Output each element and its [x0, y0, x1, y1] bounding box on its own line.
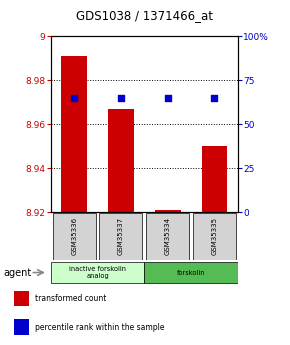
Bar: [155, 210, 180, 212]
Point: [119, 95, 123, 101]
Text: GSM35336: GSM35336: [71, 217, 77, 255]
Text: GDS1038 / 1371466_at: GDS1038 / 1371466_at: [77, 9, 213, 22]
Text: GSM35334: GSM35334: [165, 217, 171, 255]
Bar: [14, 291, 29, 306]
Text: transformed count: transformed count: [35, 294, 106, 303]
Bar: [61, 56, 87, 212]
Text: inactive forskolin
analog: inactive forskolin analog: [69, 266, 126, 279]
Point: [212, 95, 217, 101]
Bar: [202, 146, 227, 212]
Point: [165, 95, 170, 101]
Bar: [14, 319, 29, 335]
Text: percentile rank within the sample: percentile rank within the sample: [35, 323, 164, 332]
Text: agent: agent: [3, 268, 31, 277]
Text: forskolin: forskolin: [177, 269, 205, 276]
Bar: [51, 262, 144, 284]
Text: GSM35337: GSM35337: [118, 217, 124, 255]
Bar: [193, 213, 236, 259]
Bar: [144, 262, 238, 284]
Bar: [52, 213, 96, 259]
Bar: [146, 213, 189, 259]
Bar: [108, 109, 134, 212]
Bar: [99, 213, 142, 259]
Text: GSM35335: GSM35335: [211, 217, 218, 255]
Point: [72, 95, 77, 101]
